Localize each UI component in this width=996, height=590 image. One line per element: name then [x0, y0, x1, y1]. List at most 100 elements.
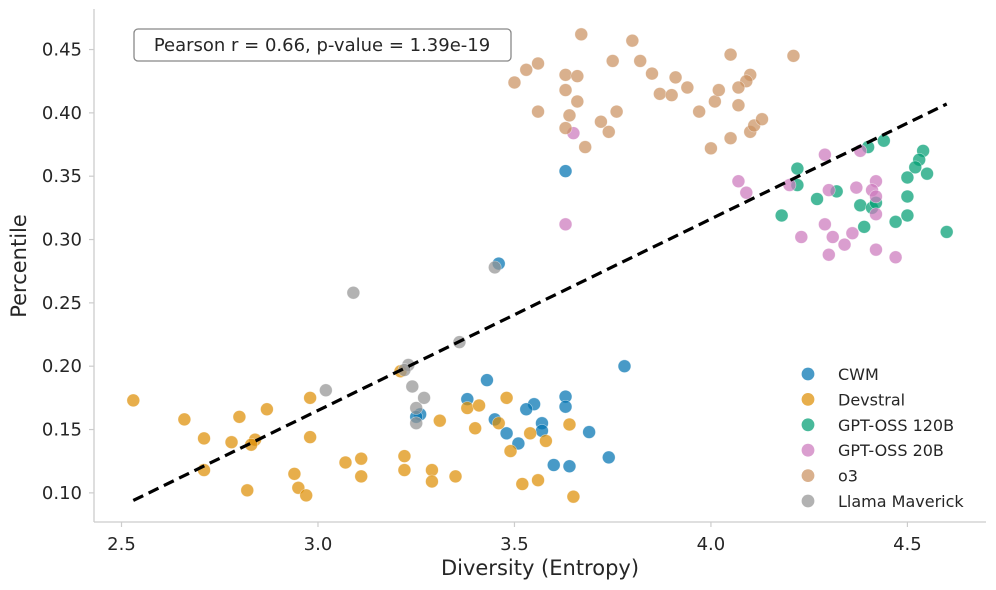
legend-label: CWM — [838, 365, 879, 384]
point-o3 — [605, 54, 620, 68]
point-gpt-oss-20b — [558, 217, 573, 232]
point-o3 — [664, 88, 679, 102]
point-o3 — [578, 140, 592, 154]
y-axis-label: Percentile — [7, 214, 31, 318]
point-devstral — [515, 477, 530, 491]
y-tick-label: 0.40 — [42, 103, 82, 124]
legend-label: GPT-OSS 20B — [838, 441, 944, 460]
point-devstral — [566, 489, 581, 504]
point-o3 — [570, 69, 585, 83]
point-devstral — [448, 469, 463, 484]
point-o3 — [645, 66, 659, 81]
point-o3 — [625, 33, 640, 48]
legend-label: GPT-OSS 120B — [838, 416, 954, 435]
point-gpt-oss-20b — [794, 230, 809, 244]
pearson-annotation: Pearson r = 0.66, p-value = 1.39e-19 — [154, 35, 490, 56]
point-o3 — [531, 56, 545, 71]
point-o3 — [531, 104, 545, 119]
legend-label: o3 — [838, 467, 858, 486]
point-gpt-oss-20b — [731, 174, 746, 188]
point-o3 — [562, 108, 577, 123]
point-gpt-oss-20b — [888, 250, 903, 264]
point-devstral — [303, 430, 317, 444]
point-devstral — [539, 434, 553, 448]
point-devstral — [232, 410, 247, 424]
legend: CWM Devstral GPT-OSS 120B GPT-OSS 20B o3 Llam… — [801, 365, 964, 511]
y-tick-label: 0.35 — [42, 166, 82, 187]
point-o3 — [570, 94, 585, 109]
point-gpt-oss-20b — [818, 147, 832, 162]
point-cwm — [617, 359, 632, 373]
x-tick-label: 3.0 — [304, 534, 333, 555]
y-tick-label: 0.15 — [42, 420, 82, 441]
legend-label: Llama Maverick — [838, 492, 964, 511]
point-devstral — [260, 402, 274, 416]
legend-label: Devstral — [838, 390, 905, 409]
point-o3 — [558, 121, 573, 135]
point-gpt-oss-20b — [822, 183, 836, 197]
point-o3 — [704, 141, 718, 156]
plot-area — [93, 9, 986, 523]
point-gpt-oss-120b — [857, 220, 871, 234]
y-tick-label: 0.30 — [42, 230, 82, 251]
point-cwm — [582, 425, 596, 439]
point-devstral — [531, 473, 545, 487]
x-tick-label: 4.5 — [893, 534, 922, 555]
point-gpt-oss-20b — [869, 207, 883, 221]
y-tick-label: 0.25 — [42, 293, 82, 314]
legend-marker — [801, 469, 815, 482]
point-devstral — [523, 426, 537, 441]
point-gpt-oss-20b — [845, 226, 860, 240]
point-gpt-oss-20b — [739, 185, 753, 200]
y-tick-label: 0.45 — [42, 40, 82, 61]
point-devstral — [472, 398, 486, 413]
x-tick-label: 4.0 — [697, 534, 726, 555]
point-o3 — [594, 115, 608, 129]
point-llama-maverick — [409, 401, 423, 415]
point-devstral — [240, 483, 254, 498]
point-o3 — [507, 75, 522, 90]
point-gpt-oss-120b — [900, 208, 915, 223]
point-o3 — [558, 68, 573, 82]
point-gpt-oss-120b — [900, 170, 915, 185]
point-cwm — [558, 164, 573, 178]
point-gpt-oss-20b — [826, 230, 840, 244]
point-cwm — [558, 400, 573, 414]
point-devstral — [303, 391, 317, 405]
point-devstral — [460, 401, 475, 415]
point-o3 — [708, 94, 722, 109]
annotation-frame — [133, 28, 512, 62]
point-o3 — [558, 83, 573, 97]
point-o3 — [723, 131, 738, 145]
point-devstral — [425, 474, 439, 489]
y-tick-label: 0.20 — [42, 356, 82, 377]
point-devstral — [287, 467, 302, 481]
point-gpt-oss-120b — [853, 198, 867, 213]
point-o3 — [755, 112, 769, 126]
point-gpt-oss-20b — [849, 180, 864, 195]
point-cwm — [519, 402, 533, 416]
point-devstral — [299, 488, 313, 503]
point-gpt-oss-20b — [822, 248, 836, 262]
point-devstral — [425, 463, 439, 477]
point-devstral — [126, 393, 140, 408]
point-llama-maverick — [405, 379, 419, 394]
point-devstral — [354, 451, 368, 466]
point-devstral — [397, 449, 412, 463]
legend-marker — [801, 367, 815, 381]
legend-marker — [801, 494, 815, 508]
point-o3 — [712, 83, 726, 97]
point-o3 — [653, 87, 667, 101]
point-gpt-oss-20b — [869, 242, 883, 257]
point-o3 — [723, 47, 738, 62]
point-gpt-oss-120b — [908, 160, 922, 175]
point-devstral — [354, 469, 368, 484]
scatter-points — [126, 27, 954, 504]
point-devstral — [468, 421, 482, 435]
point-o3 — [602, 125, 616, 139]
point-o3 — [633, 54, 647, 68]
annotation-box: Pearson r = 0.66, p-value = 1.39e-19 — [133, 28, 512, 62]
point-llama-maverick — [346, 286, 361, 300]
point-o3 — [731, 98, 746, 112]
